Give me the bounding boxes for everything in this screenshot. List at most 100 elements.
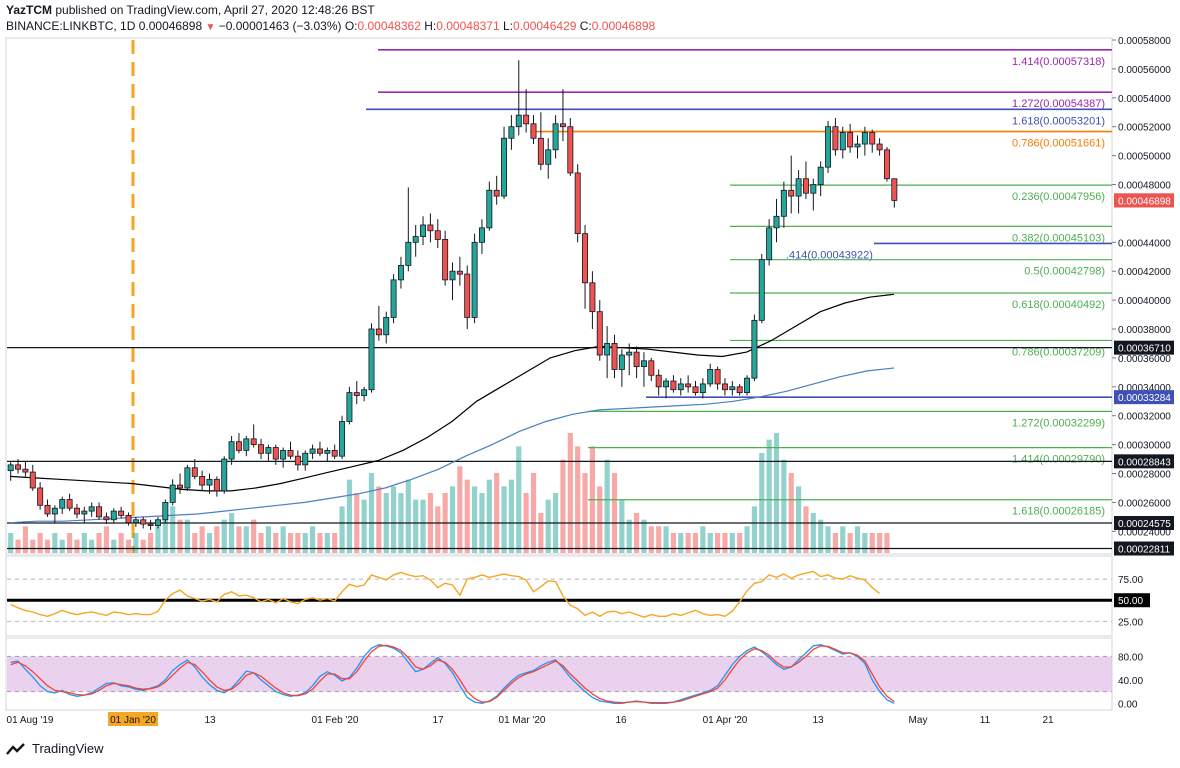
candle-body [316, 448, 323, 454]
volume-bar [877, 533, 883, 553]
candle-body [699, 383, 706, 393]
symbol-header: BINANCE:LINKBTC, 1D 0.00046898 ▼ −0.0000… [6, 19, 655, 33]
price-panel: 1.414(0.00057318) 1.272(0.00054387) 1.618(… [7, 36, 1174, 556]
volume-bar [236, 526, 242, 553]
candle-body [15, 464, 22, 470]
candle-body [213, 478, 220, 492]
candle-body [618, 354, 625, 370]
price-axis-label: 0.00040000 [1118, 296, 1171, 307]
volume-bar [862, 533, 868, 553]
volume-bar [751, 506, 757, 553]
volume-bar [310, 526, 316, 553]
last-price: 0.00046898 [138, 19, 203, 33]
volume-bar [243, 526, 249, 553]
candle-body [692, 386, 699, 393]
candle-body [7, 464, 14, 472]
candle-body [309, 448, 316, 454]
candle-body [545, 149, 552, 165]
rsi-axis-label: 25.00 [1118, 617, 1143, 628]
volume-bar [30, 539, 36, 553]
volume-bar [368, 473, 375, 553]
candle-body [869, 132, 876, 145]
volume-bar [781, 459, 787, 553]
candle-body [780, 189, 787, 217]
volume-bar [722, 533, 728, 553]
time-axis-label: 17 [432, 715, 444, 726]
volume-bar [626, 519, 632, 553]
tradingview-brand[interactable]: TradingView [6, 741, 104, 756]
price-axis-label: 0.00044000 [1118, 238, 1171, 249]
candle-body [633, 351, 640, 367]
candle-body [714, 369, 721, 385]
candle-body [663, 380, 670, 388]
level-label: 0.786(0.00051661) [1012, 138, 1105, 150]
candle-body [206, 478, 213, 486]
candle-body [729, 386, 736, 391]
candle-body [788, 189, 795, 197]
down-triangle-icon: ▼ [205, 22, 216, 33]
candle-body [508, 126, 515, 139]
volume-bar [332, 533, 338, 553]
volume-bar [567, 433, 573, 553]
candle-body [773, 215, 780, 229]
price-axis-label: 0.00042000 [1118, 267, 1171, 278]
volume-bar [52, 533, 58, 553]
candle-body [567, 126, 574, 174]
publisher-name[interactable]: YazTCM [6, 3, 53, 17]
candle-body [530, 123, 537, 139]
candle-body [817, 166, 824, 185]
stoch-band [7, 656, 1112, 692]
candle-body [685, 383, 692, 388]
time-axis-label: 01 Mar '20 [499, 715, 546, 726]
volume-bar [685, 533, 691, 553]
candle-body [736, 386, 743, 393]
volume-bar [508, 479, 514, 553]
level-label: 0.618(0.00040492) [1012, 299, 1105, 311]
volume-bar [96, 533, 102, 553]
volume-bar [324, 533, 330, 553]
candle-body [486, 189, 493, 229]
candle-body [103, 516, 110, 521]
stoch-axis-label: 80.00 [1118, 652, 1143, 663]
candle-body [29, 471, 36, 489]
volume-bar [744, 526, 750, 553]
candle-body [96, 506, 103, 518]
price-axis-label: 0.00048000 [1118, 181, 1171, 192]
candle-body [721, 383, 728, 391]
rsi-panel-frame [5, 555, 1113, 637]
volume-bar [67, 533, 73, 553]
volume-bar [582, 473, 588, 553]
candle-body [839, 132, 846, 151]
volume-bar [464, 479, 470, 553]
price-axis-badge [1114, 390, 1174, 405]
candle-body [265, 447, 272, 454]
volume-bar [759, 453, 765, 553]
volume-bar [103, 526, 109, 553]
price-axis-label: 0.00034000 [1118, 383, 1171, 394]
candle-body [272, 447, 279, 460]
candle-body [493, 189, 500, 197]
volume-bar [376, 486, 382, 553]
volume-bar [788, 473, 794, 553]
price-axis-label: 0.00050000 [1118, 152, 1171, 163]
volume-bar [221, 519, 227, 553]
high-label: H: [424, 19, 437, 33]
candle-body [604, 343, 611, 356]
volume-bar [133, 533, 139, 553]
price-axis-badge [1114, 541, 1174, 556]
price-axis-label: 0.00026000 [1118, 498, 1171, 509]
time-axis: 01 Aug '19 01 Jan '20 13 01 Feb '20 17 01 Mar… [7, 712, 1054, 726]
candle-body [302, 452, 309, 466]
volume-bar [258, 533, 264, 553]
volume-bar [44, 539, 51, 553]
volume-bar [302, 533, 308, 553]
volume-bar [140, 539, 146, 553]
candle-body [140, 519, 147, 525]
volume-bar [199, 526, 205, 553]
candle-body [523, 114, 530, 125]
candle-body [478, 227, 485, 243]
candle-body [758, 259, 765, 321]
candle-body [677, 383, 684, 391]
candle-body [876, 143, 883, 151]
